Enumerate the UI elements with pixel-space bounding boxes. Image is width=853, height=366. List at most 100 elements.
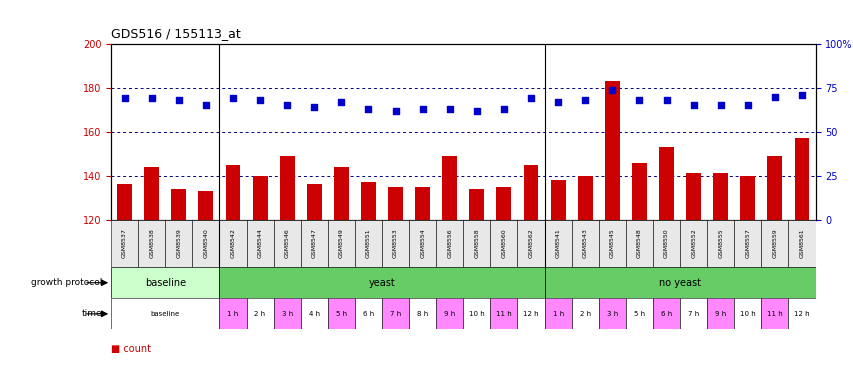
Bar [679, 298, 706, 329]
Bar [198, 191, 213, 220]
Bar [328, 298, 355, 329]
Bar [517, 298, 544, 329]
Text: GSM8561: GSM8561 [798, 229, 804, 258]
Point [145, 96, 159, 101]
Bar [273, 220, 300, 267]
Point [551, 99, 565, 105]
Bar [653, 220, 679, 267]
Bar [165, 220, 192, 267]
Bar [598, 220, 625, 267]
Text: 12 h: 12 h [523, 311, 538, 317]
Bar [653, 298, 679, 329]
Point [713, 102, 727, 108]
Text: 10 h: 10 h [468, 311, 485, 317]
Text: 6 h: 6 h [660, 311, 671, 317]
Bar [761, 220, 787, 267]
Text: 4 h: 4 h [308, 311, 319, 317]
Text: yeast: yeast [368, 278, 395, 288]
Bar [740, 176, 754, 220]
Bar [387, 187, 403, 220]
Text: GSM8538: GSM8538 [149, 228, 154, 258]
Point [226, 96, 240, 101]
Text: 7 h: 7 h [688, 311, 699, 317]
Point [388, 108, 402, 113]
Text: GSM8546: GSM8546 [284, 228, 289, 258]
Bar [550, 180, 565, 220]
Point [118, 96, 131, 101]
Bar [625, 220, 653, 267]
Point [280, 102, 293, 108]
Bar [361, 182, 375, 220]
Bar [496, 187, 511, 220]
Bar [462, 298, 490, 329]
Text: GSM8541: GSM8541 [555, 228, 560, 258]
Point [361, 106, 374, 112]
Text: GSM8558: GSM8558 [473, 229, 479, 258]
Point [415, 106, 429, 112]
Text: 2 h: 2 h [579, 311, 590, 317]
Bar [381, 298, 409, 329]
Bar [138, 220, 165, 267]
Text: GSM8548: GSM8548 [636, 228, 641, 258]
Point [794, 92, 808, 98]
Bar [252, 176, 267, 220]
Text: GSM8544: GSM8544 [258, 228, 262, 258]
Bar [787, 298, 815, 329]
Bar [659, 147, 673, 220]
Bar [111, 220, 138, 267]
Bar [490, 298, 517, 329]
Text: GSM8559: GSM8559 [771, 228, 776, 258]
Text: 3 h: 3 h [606, 311, 618, 317]
Bar [598, 298, 625, 329]
Bar [469, 189, 484, 220]
Bar [280, 156, 294, 220]
Text: GSM8540: GSM8540 [203, 228, 208, 258]
Bar [192, 220, 219, 267]
Bar [300, 220, 328, 267]
Text: GSM8542: GSM8542 [230, 228, 235, 258]
Bar [544, 298, 571, 329]
Text: 3 h: 3 h [281, 311, 293, 317]
Point [443, 106, 456, 112]
Point [199, 102, 212, 108]
Bar [631, 163, 646, 220]
Point [496, 106, 510, 112]
Bar [306, 184, 322, 220]
Text: time: time [82, 309, 102, 318]
Bar [334, 167, 348, 220]
Bar [734, 298, 761, 329]
Bar [415, 187, 430, 220]
Bar [111, 298, 219, 329]
Text: GSM8550: GSM8550 [664, 229, 668, 258]
Text: GSM8560: GSM8560 [501, 229, 506, 258]
Text: GSM8553: GSM8553 [392, 228, 397, 258]
Bar [517, 220, 544, 267]
Bar [523, 165, 538, 220]
Text: GSM8555: GSM8555 [717, 229, 722, 258]
Point [659, 97, 672, 103]
Text: GSM8554: GSM8554 [420, 228, 425, 258]
Text: 5 h: 5 h [633, 311, 644, 317]
Text: 2 h: 2 h [254, 311, 265, 317]
Point [605, 87, 618, 93]
Point [334, 99, 348, 105]
Text: ■ count: ■ count [111, 344, 151, 354]
Bar [442, 156, 456, 220]
Text: 8 h: 8 h [416, 311, 427, 317]
Text: 9 h: 9 h [714, 311, 726, 317]
Point [632, 97, 646, 103]
Point [253, 97, 267, 103]
Bar [436, 220, 463, 267]
Text: 1 h: 1 h [552, 311, 563, 317]
Text: GSM8537: GSM8537 [122, 228, 127, 258]
Text: 11 h: 11 h [496, 311, 511, 317]
Bar [111, 267, 219, 298]
Bar [577, 176, 592, 220]
Bar [409, 220, 436, 267]
Point [577, 97, 591, 103]
Point [171, 97, 185, 103]
Bar [571, 298, 598, 329]
Bar [381, 220, 409, 267]
Text: GSM8551: GSM8551 [366, 229, 370, 258]
Bar [117, 184, 132, 220]
